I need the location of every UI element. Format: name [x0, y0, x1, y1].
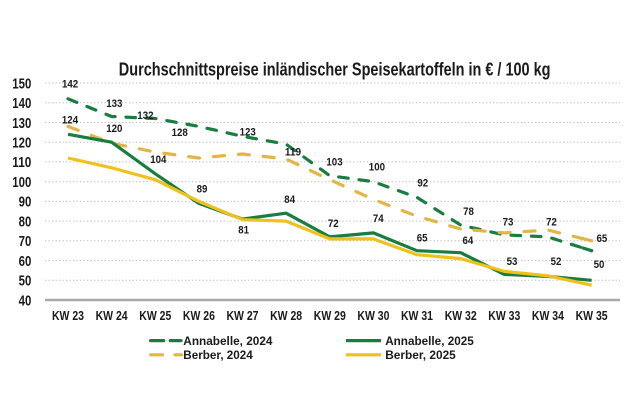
svg-text:100: 100	[12, 175, 31, 191]
svg-text:KW 27: KW 27	[227, 309, 259, 323]
svg-text:KW 23: KW 23	[52, 309, 84, 323]
svg-text:72: 72	[546, 217, 557, 229]
svg-text:KW 28: KW 28	[270, 309, 302, 323]
svg-text:Annabelle, 2024: Annabelle, 2024	[183, 334, 272, 348]
svg-text:130: 130	[12, 116, 31, 132]
svg-text:119: 119	[285, 146, 301, 158]
svg-text:KW 34: KW 34	[532, 309, 564, 323]
svg-text:KW 32: KW 32	[445, 309, 477, 323]
svg-text:81: 81	[238, 225, 249, 237]
svg-text:123: 123	[240, 127, 256, 139]
svg-text:64: 64	[463, 235, 475, 247]
svg-text:50: 50	[594, 259, 605, 271]
svg-text:104: 104	[150, 154, 167, 166]
svg-text:53: 53	[507, 256, 518, 268]
svg-text:Berber, 2024: Berber, 2024	[183, 348, 253, 362]
svg-text:103: 103	[326, 157, 342, 169]
svg-text:KW 25: KW 25	[139, 309, 171, 323]
svg-text:110: 110	[12, 155, 31, 171]
svg-text:78: 78	[463, 206, 474, 218]
svg-text:52: 52	[551, 256, 562, 268]
svg-text:84: 84	[284, 194, 296, 206]
svg-text:92: 92	[417, 178, 428, 190]
svg-text:73: 73	[503, 217, 514, 229]
svg-text:124: 124	[62, 115, 79, 127]
svg-text:40: 40	[19, 293, 32, 309]
svg-text:100: 100	[369, 162, 385, 174]
svg-text:90: 90	[19, 195, 32, 211]
svg-text:70: 70	[19, 234, 32, 250]
svg-text:150: 150	[12, 76, 31, 92]
svg-text:KW 24: KW 24	[96, 309, 128, 323]
svg-text:Berber, 2025: Berber, 2025	[385, 348, 456, 362]
svg-text:KW 30: KW 30	[357, 309, 389, 323]
svg-text:KW 26: KW 26	[183, 309, 215, 323]
svg-text:120: 120	[12, 136, 31, 152]
svg-text:140: 140	[12, 96, 31, 112]
svg-text:50: 50	[19, 274, 32, 290]
svg-text:72: 72	[328, 218, 339, 230]
svg-text:133: 133	[106, 98, 122, 110]
svg-text:KW 35: KW 35	[576, 309, 608, 323]
svg-text:60: 60	[19, 254, 32, 270]
svg-text:KW 33: KW 33	[488, 309, 520, 323]
svg-text:80: 80	[19, 214, 32, 230]
svg-text:KW 31: KW 31	[401, 309, 433, 323]
svg-text:Durchschnittspreise inländisch: Durchschnittspreise inländischer Speisek…	[119, 59, 551, 80]
svg-text:132: 132	[137, 110, 153, 122]
svg-text:89: 89	[197, 183, 208, 195]
svg-text:65: 65	[417, 232, 428, 244]
svg-text:142: 142	[62, 78, 78, 90]
svg-text:120: 120	[106, 123, 122, 135]
svg-text:74: 74	[373, 213, 385, 225]
svg-text:128: 128	[172, 127, 188, 139]
svg-text:Annabelle, 2025: Annabelle, 2025	[385, 334, 474, 348]
svg-text:65: 65	[597, 233, 608, 245]
svg-text:KW 29: KW 29	[314, 309, 346, 323]
